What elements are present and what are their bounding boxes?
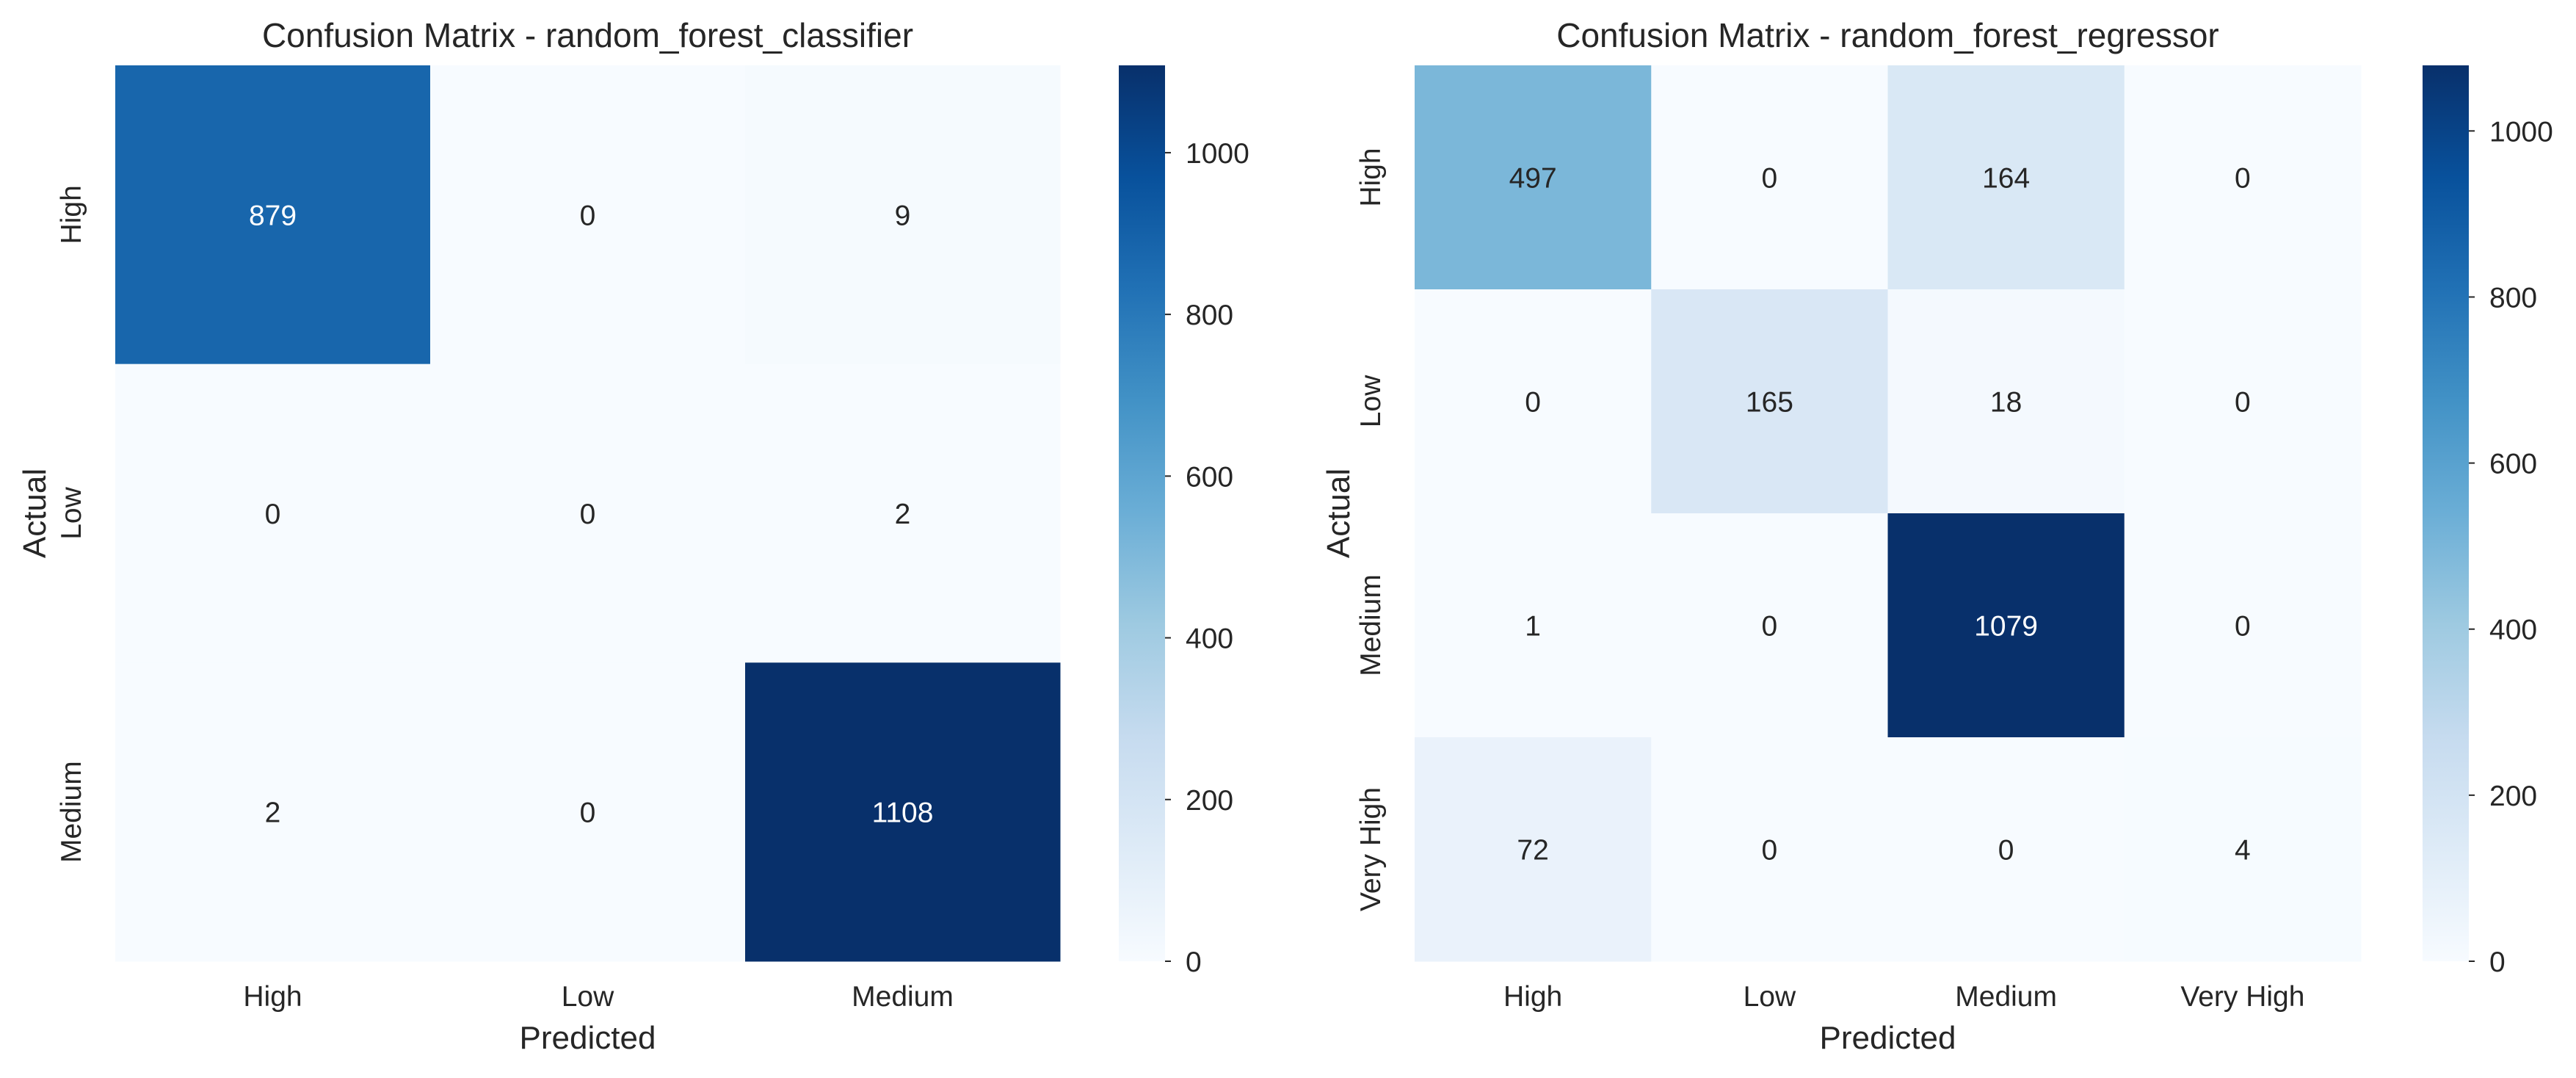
cell-value-label: 72 <box>1517 835 1548 867</box>
cell-low-low <box>430 363 746 663</box>
x-tick-label: High <box>1503 981 1562 1013</box>
y-tick-label: High <box>1355 148 1387 206</box>
colorbar-tick-label: 400 <box>1186 623 1233 655</box>
heatmap-panel-1: Confusion Matrix - random_forest_classif… <box>17 16 1249 1056</box>
x-tick-label: Very High <box>2180 981 2304 1013</box>
cell-value-label: 164 <box>1982 163 2030 195</box>
x-tick-label: Medium <box>852 981 954 1013</box>
cell-high-medium <box>745 65 1061 365</box>
cell-low-medium <box>745 363 1061 663</box>
cell-low-low <box>1651 289 1888 514</box>
colorbar-tick-label: 400 <box>2489 615 2537 646</box>
heatmap-panel-2: Confusion Matrix - random_forest_regress… <box>1321 16 2553 1056</box>
cell-medium-low <box>430 662 746 962</box>
x-tick-label: Low <box>562 981 614 1013</box>
cell-value-label: 0 <box>1525 387 1541 419</box>
cell-value-label: 0 <box>265 499 281 530</box>
cell-high-low <box>430 65 746 365</box>
colorbar-tick-label: 0 <box>2489 947 2506 978</box>
y-axis-label: Actual <box>1321 469 1357 558</box>
cell-very-high-low <box>1651 737 1888 962</box>
cell-value-label: 0 <box>1762 835 1778 867</box>
cell-value-label: 0 <box>1998 835 2014 867</box>
y-tick-label: High <box>56 185 87 244</box>
cell-value-label: 1079 <box>1974 611 2038 643</box>
cell-value-label: 0 <box>580 499 596 530</box>
cell-medium-high <box>115 662 431 962</box>
cell-high-high <box>115 65 431 365</box>
cell-medium-low <box>1651 513 1888 738</box>
colorbar-tick-label: 1000 <box>2489 116 2553 148</box>
cell-value-label: 879 <box>249 200 297 231</box>
x-axis-label: Predicted <box>1820 1020 1956 1056</box>
cell-medium-medium <box>1887 513 2125 738</box>
cell-value-label: 0 <box>1762 163 1778 195</box>
cell-value-label: 1108 <box>872 797 934 829</box>
cell-value-label: 165 <box>1746 387 1793 419</box>
x-axis-label: Predicted <box>520 1020 656 1056</box>
cell-high-very-high <box>2124 65 2362 290</box>
colorbar-tick-label: 0 <box>1186 947 1202 978</box>
cell-low-high <box>1415 289 1652 514</box>
cell-high-medium <box>1887 65 2125 290</box>
cell-value-label: 18 <box>1990 387 2022 419</box>
cell-value-label: 0 <box>2235 611 2251 643</box>
colorbar-tick-label: 600 <box>1186 461 1233 493</box>
colorbar-tick-label: 800 <box>1186 300 1233 331</box>
colorbar-tick-label: 200 <box>1186 785 1233 817</box>
cell-very-high-very-high <box>2124 737 2362 962</box>
chart-title: Confusion Matrix - random_forest_classif… <box>262 16 913 54</box>
cell-value-label: 2 <box>895 499 911 530</box>
cell-very-high-medium <box>1887 737 2125 962</box>
colorbar-tick-label: 1000 <box>1186 138 1249 170</box>
cell-value-label: 497 <box>1509 163 1557 195</box>
cell-low-medium <box>1887 289 2125 514</box>
cell-value-label: 9 <box>895 200 911 231</box>
cell-value-label: 1 <box>1525 611 1541 643</box>
y-axis-label: Actual <box>17 469 53 558</box>
colorbar-tick-label: 600 <box>2489 449 2537 480</box>
y-tick-label: Medium <box>56 761 87 863</box>
cell-low-high <box>115 363 431 663</box>
colorbar <box>2423 65 2469 961</box>
y-tick-label: Medium <box>1355 574 1387 676</box>
x-tick-label: Low <box>1744 981 1796 1013</box>
cell-very-high-high <box>1415 737 1652 962</box>
cell-value-label: 0 <box>580 797 596 829</box>
cell-value-label: 4 <box>2235 835 2251 867</box>
cell-high-low <box>1651 65 1888 290</box>
chart-title: Confusion Matrix - random_forest_regress… <box>1556 16 2218 54</box>
cell-value-label: 0 <box>1762 611 1778 643</box>
x-tick-label: High <box>243 981 302 1013</box>
cell-value-label: 0 <box>2235 387 2251 419</box>
y-tick-label: Very High <box>1355 787 1387 911</box>
cell-low-very-high <box>2124 289 2362 514</box>
cell-value-label: 2 <box>265 797 281 829</box>
cell-value-label: 0 <box>2235 163 2251 195</box>
y-tick-label: Low <box>1355 375 1387 427</box>
cell-medium-medium <box>745 662 1061 962</box>
x-tick-label: Medium <box>1955 981 2057 1013</box>
colorbar-tick-label: 200 <box>2489 781 2537 812</box>
cell-value-label: 0 <box>580 200 596 231</box>
y-tick-label: Low <box>56 486 87 539</box>
colorbar-tick-label: 800 <box>2489 282 2537 314</box>
cell-medium-high <box>1415 513 1652 738</box>
colorbar <box>1119 65 1165 961</box>
cell-medium-very-high <box>2124 513 2362 738</box>
cell-high-high <box>1415 65 1652 290</box>
